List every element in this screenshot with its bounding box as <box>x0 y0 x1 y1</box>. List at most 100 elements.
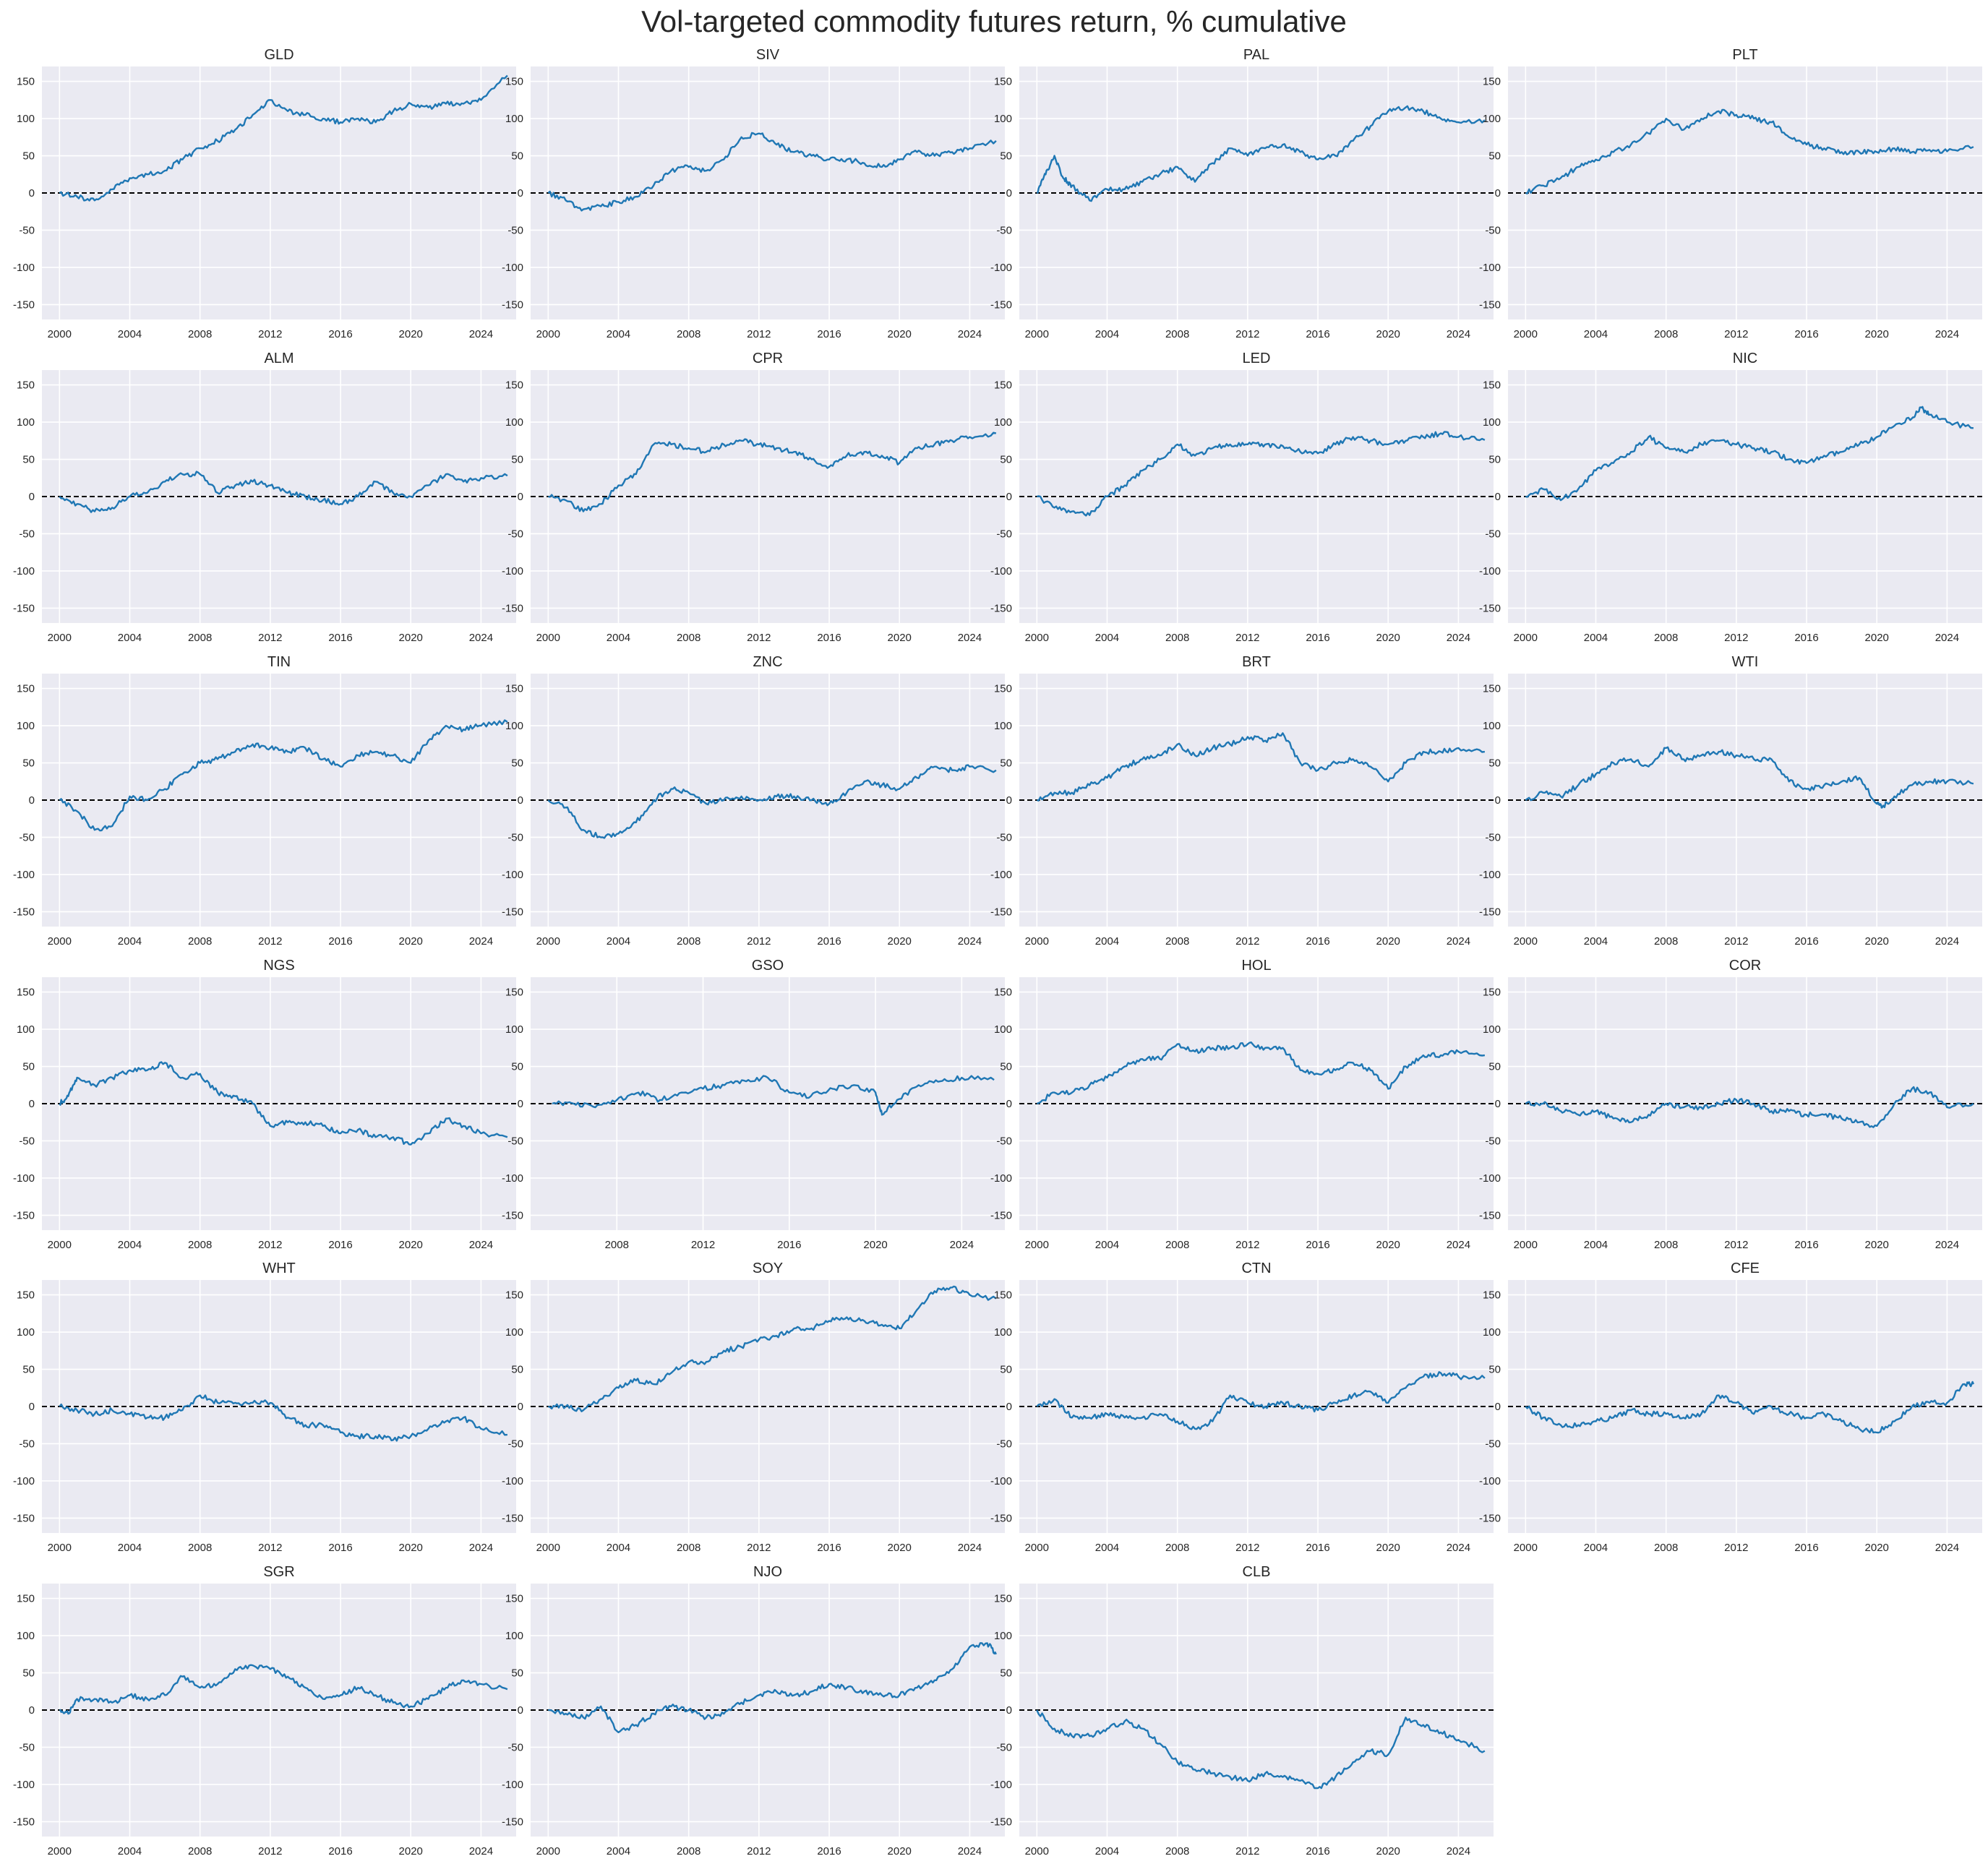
panel-title: GSO <box>752 958 784 974</box>
y-tick-label: 0 <box>518 794 523 807</box>
x-tick-label: 2016 <box>817 935 841 948</box>
y-tick-label: -50 <box>996 1741 1012 1753</box>
x-tick-label: 2008 <box>1165 632 1189 644</box>
x-tick-label: 2016 <box>328 632 352 644</box>
x-tick-label: 2012 <box>1235 328 1259 340</box>
y-tick-label: -100 <box>502 869 523 881</box>
y-tick-label: 50 <box>511 150 523 163</box>
x-tick-label: 2004 <box>1095 328 1119 340</box>
x-tick-label: 2008 <box>188 1239 212 1251</box>
panel-nic: -150 -100 -50 0 50 100 150 2000 2004 2008 2012 2016… <box>1479 351 1982 644</box>
x-tick-label: 2020 <box>399 328 423 340</box>
x-tick-label: 2024 <box>1447 328 1470 340</box>
panel-wht: -150 -100 -50 0 50 100 150 2000 2004 2008 2012 2016… <box>13 1260 516 1554</box>
x-tick-label: 2004 <box>1584 1239 1608 1251</box>
x-tick-label: 2020 <box>1376 328 1400 340</box>
y-tick-label: -100 <box>990 1172 1012 1185</box>
panel-njo: -150 -100 -50 0 50 100 150 2000 2004 2008 2012 2016… <box>502 1564 1005 1857</box>
y-tick-label: -100 <box>990 1779 1012 1791</box>
y-tick-label: 100 <box>505 1326 523 1339</box>
y-tick-label: -150 <box>990 1816 1012 1828</box>
y-tick-label: 100 <box>1483 1326 1501 1339</box>
y-tick-label: 0 <box>29 1098 35 1110</box>
x-tick-label: 2008 <box>1165 1845 1189 1857</box>
y-tick-label: -100 <box>1479 869 1501 881</box>
x-tick-label: 2016 <box>328 935 352 948</box>
x-tick-label: 2004 <box>118 328 142 340</box>
x-tick-label: 2004 <box>1584 1542 1608 1554</box>
x-tick-label: 2020 <box>399 1845 423 1857</box>
y-tick-label: -150 <box>990 906 1012 918</box>
x-tick-label: 2016 <box>1306 328 1329 340</box>
x-tick-label: 2020 <box>1376 632 1400 644</box>
x-tick-label: 2008 <box>188 1542 212 1554</box>
y-tick-label: 150 <box>505 987 523 999</box>
y-tick-label: -150 <box>13 1816 35 1828</box>
y-tick-label: 150 <box>505 683 523 695</box>
panel-znc: -150 -100 -50 0 50 100 150 2000 2004 2008 2012 2016… <box>502 654 1005 948</box>
y-tick-label: -150 <box>990 1512 1012 1524</box>
y-tick-label: 0 <box>29 187 35 199</box>
y-tick-label: 100 <box>1483 1023 1501 1036</box>
y-tick-label: -50 <box>996 528 1012 540</box>
x-tick-label: 2012 <box>1724 632 1748 644</box>
y-tick-label: 150 <box>994 76 1012 88</box>
y-tick-label: 50 <box>1488 454 1501 466</box>
x-tick-label: 2008 <box>1654 328 1678 340</box>
x-tick-label: 2012 <box>258 328 282 340</box>
x-tick-label: 2016 <box>1306 1239 1329 1251</box>
y-tick-label: -100 <box>13 1779 35 1791</box>
panel-title: BRT <box>1242 654 1271 670</box>
x-tick-label: 2000 <box>1514 1239 1538 1251</box>
y-tick-label: 50 <box>1488 150 1501 163</box>
x-tick-label: 2016 <box>817 1845 841 1857</box>
x-tick-label: 2024 <box>469 1845 493 1857</box>
y-tick-label: 150 <box>994 379 1012 392</box>
y-tick-label: 50 <box>22 454 35 466</box>
y-tick-label: -100 <box>502 1172 523 1185</box>
y-tick-label: 50 <box>1000 1061 1012 1073</box>
y-tick-label: 50 <box>22 150 35 163</box>
y-tick-label: -100 <box>502 1779 523 1791</box>
x-tick-label: 2008 <box>1165 935 1189 948</box>
x-tick-label: 2000 <box>1514 935 1538 948</box>
y-tick-label: 0 <box>1006 1098 1012 1110</box>
y-tick-label: 0 <box>518 187 523 199</box>
x-tick-label: 2020 <box>1865 632 1889 644</box>
y-tick-label: 50 <box>511 1061 523 1073</box>
x-tick-label: 2008 <box>1654 1239 1678 1251</box>
x-tick-label: 2012 <box>1724 328 1748 340</box>
x-tick-label: 2016 <box>1306 632 1329 644</box>
x-tick-label: 2012 <box>1724 1542 1748 1554</box>
x-tick-label: 2012 <box>1235 1542 1259 1554</box>
x-tick-label: 2008 <box>1165 1542 1189 1554</box>
panel-cfe: -150 -100 -50 0 50 100 150 2000 2004 2008 2012 2016… <box>1479 1260 1982 1554</box>
series-line-ctn <box>1036 1371 1486 1430</box>
series-line-brt <box>1036 732 1486 802</box>
y-tick-label: -100 <box>1479 565 1501 577</box>
x-tick-label: 2024 <box>1447 632 1470 644</box>
series-line-gso <box>552 1075 995 1116</box>
y-tick-label: -50 <box>1485 1438 1501 1450</box>
x-tick-label: 2020 <box>888 1542 912 1554</box>
y-tick-label: -50 <box>996 1135 1012 1147</box>
x-tick-label: 2012 <box>258 1542 282 1554</box>
x-tick-label: 2016 <box>1306 935 1329 948</box>
x-tick-label: 2012 <box>258 632 282 644</box>
panel-title: NGS <box>263 958 294 974</box>
panel-gso: -150 -100 -50 0 50 100 150 2008 2012 2016 2020 2024… <box>502 958 1005 1251</box>
x-tick-label: 2016 <box>328 328 352 340</box>
y-tick-label: 150 <box>505 76 523 88</box>
y-tick-label: 100 <box>17 113 35 125</box>
y-tick-label: -150 <box>1479 1209 1501 1221</box>
y-tick-label: -100 <box>990 565 1012 577</box>
y-tick-label: -100 <box>13 1172 35 1185</box>
y-tick-label: -50 <box>1485 1135 1501 1147</box>
panel-title: LED <box>1243 351 1271 366</box>
y-tick-label: 50 <box>1000 757 1012 770</box>
y-tick-label: -100 <box>990 869 1012 881</box>
y-tick-label: 100 <box>1483 416 1501 429</box>
x-tick-label: 2016 <box>328 1845 352 1857</box>
x-tick-label: 2004 <box>1095 1239 1119 1251</box>
y-tick-label: -50 <box>996 1438 1012 1450</box>
